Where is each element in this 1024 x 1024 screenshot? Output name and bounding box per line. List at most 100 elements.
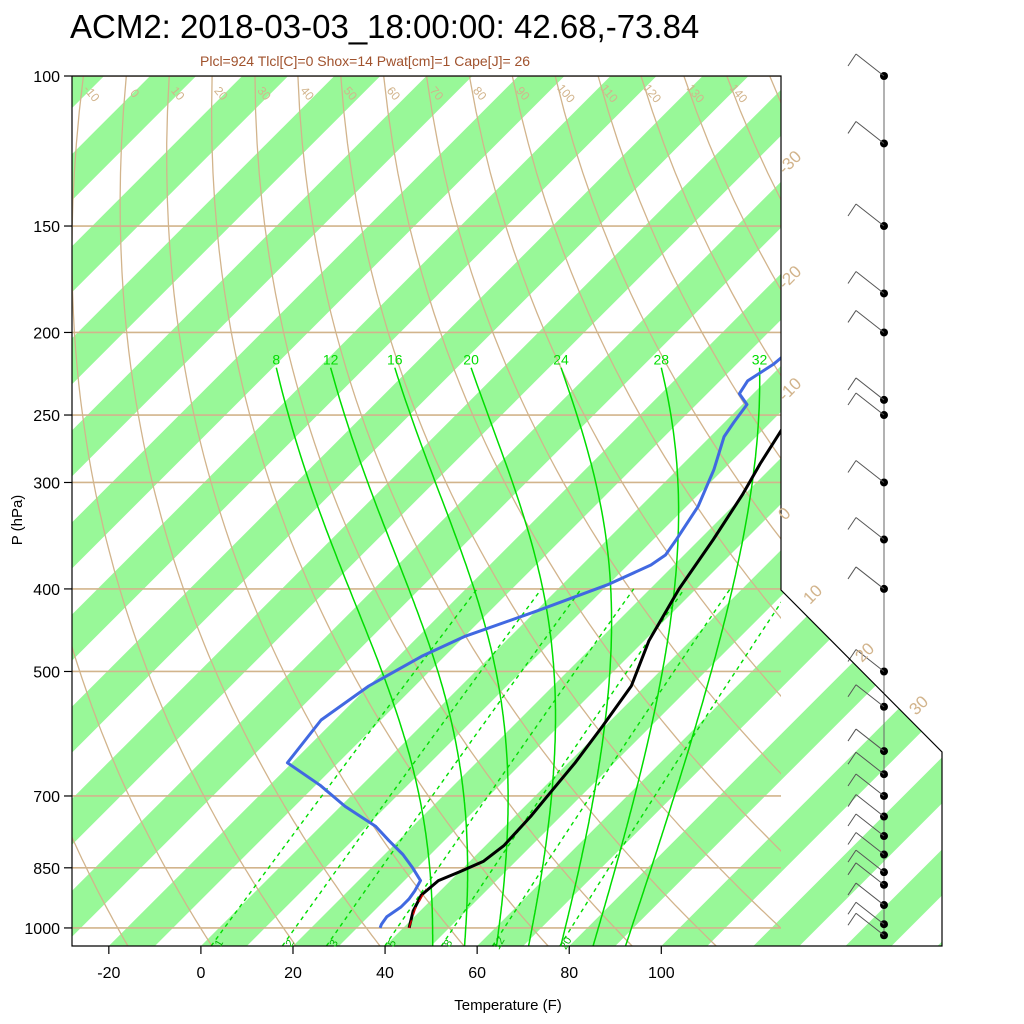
y-tick-label: 700 [33, 789, 60, 806]
dry-adiabat-line [383, 76, 781, 852]
wind-barb [855, 912, 885, 936]
wind-barb-flag [847, 794, 857, 807]
dry-adiabat-line [72, 835, 129, 946]
mixing-ratio-label: 8 [442, 938, 455, 949]
background-lines [72, 76, 1024, 946]
x-tick-label: 100 [648, 965, 675, 982]
wind-barb-flag [847, 882, 857, 896]
temperature-band [937, 590, 942, 946]
isotherm-label: 0 [774, 504, 794, 524]
mixing-ratio-label: 12 [491, 935, 508, 952]
wind-barb-flag [847, 121, 857, 134]
moist-adiabat-line [560, 367, 613, 946]
temperature-band [72, 76, 197, 201]
x-tick-label: 20 [284, 965, 302, 982]
wind-barb [855, 751, 885, 775]
temperature-band [781, 590, 942, 946]
wind-barb [855, 882, 885, 906]
wind-barb [855, 121, 885, 144]
wind-barb-flag [847, 271, 857, 284]
y-tick-label: 1000 [24, 921, 60, 938]
mixing-ratio-line [384, 588, 635, 946]
chart-title: ACM2: 2018-03-03_18:00:00: 42.68,-73.84 [70, 8, 700, 45]
temperature-band [72, 76, 473, 477]
dewpoint-line [285, 356, 781, 929]
y-axis-label: P (hPa) [9, 495, 26, 546]
isotherm-label: 30 [905, 692, 932, 719]
wind-barb [855, 649, 885, 672]
mixing-ratio-line [440, 588, 685, 946]
mixing-ratio-label: 5 [386, 938, 399, 949]
dry-adiabat-line [554, 76, 781, 541]
temperature-band [72, 76, 565, 569]
temperature-band [846, 76, 1024, 946]
temperature-band [753, 918, 781, 946]
wind-barb [855, 773, 885, 797]
moist-adiabat-label: 32 [752, 352, 768, 368]
dry-adiabat-line [597, 76, 781, 460]
moist-adiabat-label: 20 [463, 352, 479, 368]
wind-barb-flag [847, 849, 857, 863]
wind-barb [855, 813, 885, 837]
chart-subtitle: Plcl=924 Tlcl[C]=0 Shox=14 Pwat[cm]=1 Ca… [200, 53, 531, 69]
mixing-ratio-line [281, 588, 542, 946]
temperature-band [293, 458, 781, 946]
wind-barb-flag [847, 460, 857, 473]
wind-barb [855, 862, 885, 886]
moist-adiabat-label: 16 [387, 352, 403, 368]
wind-barb-flag [847, 813, 857, 827]
y-tick-label: 500 [33, 664, 60, 681]
wind-barb [855, 728, 885, 752]
mixing-ratio-line [559, 601, 781, 946]
plot-frame [71, 75, 943, 947]
wind-barb-flag [847, 566, 857, 580]
dry-adiabat-line [941, 76, 1024, 946]
moist-adiabat-line [394, 367, 509, 946]
moist-adiabat-label: 8 [272, 352, 280, 368]
wind-barb [855, 684, 885, 708]
x-tick-label: 0 [196, 965, 205, 982]
wind-barb [855, 203, 885, 227]
dry-adiabat-line [984, 76, 1024, 946]
dry-adiabat-line [511, 76, 781, 620]
wind-barb-flag [847, 862, 857, 876]
x-tick-label: 80 [560, 965, 578, 982]
dry-adiabat-line [119, 76, 381, 946]
temperature-band [477, 642, 781, 946]
wind-barb-flag [847, 392, 857, 406]
wind-barb [855, 832, 885, 855]
temperature-band [72, 76, 105, 109]
x-tick-label: 40 [376, 965, 394, 982]
wind-barb-flag [847, 912, 857, 926]
y-tick-label: 200 [33, 325, 60, 342]
mixing-ratio-label: 1 [213, 938, 226, 949]
wind-barb-flag [847, 728, 857, 742]
y-tick-label: 850 [33, 861, 60, 878]
wind-barb [855, 310, 885, 333]
sounding-curves [285, 356, 781, 929]
wind-barb-flag [847, 684, 857, 698]
temperature-band [72, 181, 781, 937]
moist-adiabat-line [624, 367, 761, 946]
x-tick-label: 60 [468, 965, 486, 982]
wind-barb-flag [847, 751, 857, 765]
wind-barb [855, 460, 885, 483]
wind-barb [855, 517, 885, 540]
wind-barb [855, 377, 885, 401]
isotherm-label: -30 [774, 147, 805, 178]
wind-barb-flag [847, 832, 857, 845]
dry-adiabat-line [425, 76, 781, 775]
mixing-ratio-line [210, 588, 478, 946]
mixing-ratio-label: 2 [284, 938, 297, 949]
temperature-band [845, 590, 942, 946]
wind-barb [855, 901, 885, 925]
isotherm-label: 10 [799, 581, 826, 608]
temperature-band [72, 76, 289, 293]
wind-barb-panel [847, 53, 888, 940]
temperature-bands [72, 76, 1024, 946]
wind-barb-flag [847, 517, 857, 530]
temperature-bands-extension [781, 590, 942, 946]
temperature-line [407, 428, 781, 929]
dry-adiabat-line [468, 76, 781, 698]
